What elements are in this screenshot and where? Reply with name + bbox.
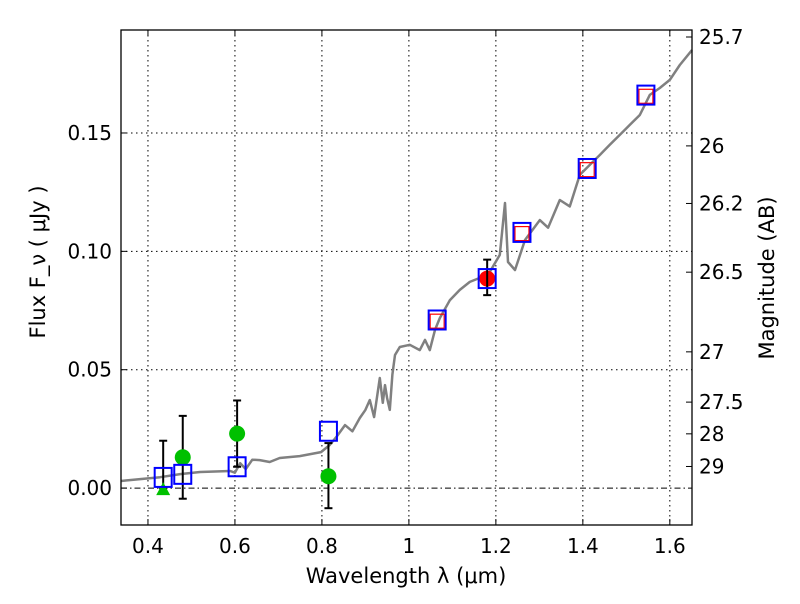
model-square xyxy=(427,309,447,331)
green-point xyxy=(174,449,191,466)
mag-tick-label: 26.5 xyxy=(699,260,744,284)
model-square xyxy=(318,420,338,442)
red-square xyxy=(429,313,445,329)
spectrum-layer xyxy=(120,49,693,483)
spectrum-line xyxy=(120,49,693,483)
model-square xyxy=(153,466,173,488)
x-tick-label: 1.2 xyxy=(480,534,512,558)
green-point xyxy=(320,468,337,485)
x-tick-label: 0.4 xyxy=(132,534,164,558)
x-tick-label: 1.4 xyxy=(567,534,599,558)
right-axis-label: Magnitude (AB) xyxy=(755,196,779,359)
plot-frame xyxy=(120,29,693,526)
model-square xyxy=(512,221,532,243)
red-square xyxy=(579,162,595,178)
y-tick-label: 0.10 xyxy=(67,239,112,263)
x-tick-label: 0.6 xyxy=(219,534,251,558)
mag-tick-label: 29 xyxy=(699,454,724,478)
model-square xyxy=(227,456,247,478)
mag-tick-label: 26.2 xyxy=(699,191,744,215)
x-tick-label: 1 xyxy=(403,534,416,558)
mag-tick-label: 28 xyxy=(699,422,724,446)
marks-layer xyxy=(153,84,656,510)
mag-tick-label: 27 xyxy=(699,340,724,364)
mag-tick-label: 25.7 xyxy=(699,25,744,49)
ticks: 0.4 0.6 0.8 1 1.2 1.4 1.6 0.00 0.05 0.10 0.15 25.7 2… xyxy=(67,25,743,558)
x-tick-label: 0.8 xyxy=(306,534,338,558)
mag-tick-label: 27.5 xyxy=(699,390,744,414)
model-square xyxy=(173,463,193,485)
x-tick-label: 1.6 xyxy=(654,534,686,558)
mag-tick-label: 26 xyxy=(699,134,724,158)
red-square xyxy=(638,88,654,104)
model-square xyxy=(636,84,656,106)
x-axis-label: Wavelength λ (μm) xyxy=(306,564,507,588)
y-tick-label: 0.05 xyxy=(67,358,112,382)
upper-limit-triangle xyxy=(156,482,171,496)
red-square xyxy=(514,225,530,242)
model-square xyxy=(477,268,497,290)
y-tick-label: 0.15 xyxy=(67,121,112,145)
y-tick-label: 0.00 xyxy=(67,476,112,500)
green-point xyxy=(229,425,246,442)
y-axis-label: Flux F_ν ( μJy ) xyxy=(26,185,51,338)
grid xyxy=(121,30,692,525)
model-square xyxy=(577,157,597,179)
